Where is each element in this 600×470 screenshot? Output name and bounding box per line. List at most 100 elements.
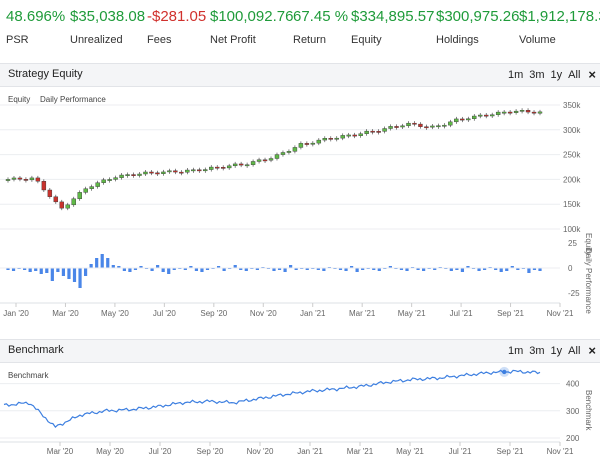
perf-bar: [477, 268, 481, 271]
candle: [418, 123, 423, 127]
perf-bar: [28, 268, 32, 272]
x-tick-label: Mar '21: [347, 447, 374, 456]
perf-bar: [133, 268, 138, 270]
stat-value: $35,038.08: [70, 8, 146, 25]
perf-bar: [72, 268, 77, 282]
perf-bar: [338, 268, 343, 270]
perf-bar: [122, 268, 126, 271]
perf-bar: [161, 268, 165, 272]
perf-bar: [283, 268, 287, 272]
candle: [286, 151, 292, 153]
close-icon[interactable]: ×: [588, 343, 596, 358]
candle: [203, 169, 208, 172]
candle: [412, 122, 417, 125]
candle: [489, 114, 495, 117]
stat-label: Return: [293, 34, 327, 46]
candle: [59, 201, 64, 209]
perf-bar: [205, 268, 210, 270]
candle: [334, 137, 339, 140]
stat-label: Volume: [519, 34, 556, 46]
candle: [47, 189, 53, 197]
perf-bar: [433, 268, 437, 270]
candle: [107, 179, 112, 181]
candle: [531, 111, 537, 114]
candle: [436, 125, 441, 128]
perf-bar: [111, 265, 115, 268]
candle: [340, 135, 345, 139]
candle: [23, 179, 29, 181]
candle: [430, 125, 435, 128]
perf-bar: [83, 268, 88, 276]
range-3m-button[interactable]: 3m: [529, 344, 545, 357]
candle: [149, 171, 154, 174]
range-all-button[interactable]: All: [568, 344, 581, 357]
x-tick-label: Nov '20: [250, 309, 277, 318]
perf-bar: [156, 265, 160, 268]
perf-bar: [272, 268, 276, 271]
range-1y-button[interactable]: 1y: [550, 68, 563, 81]
stat-fees: -$281.05 Fees: [147, 8, 206, 46]
candle: [262, 159, 268, 162]
stat-value: $300,975.26: [436, 8, 520, 25]
candle: [370, 130, 375, 133]
legend-benchmark[interactable]: Benchmark: [8, 371, 49, 380]
x-tick-label: Jan '20: [3, 309, 29, 318]
candle: [268, 158, 274, 161]
candle: [226, 165, 232, 169]
perf-bar: [239, 268, 243, 270]
candle: [352, 134, 357, 137]
candle: [167, 170, 172, 173]
candle: [191, 169, 196, 172]
candle: [71, 198, 76, 206]
panel-title: Strategy Equity: [8, 68, 83, 80]
x-tick-label: Mar '20: [47, 447, 74, 456]
range-1y-button[interactable]: 1y: [550, 344, 563, 357]
candle: [77, 192, 82, 200]
perf-bar: [399, 268, 404, 270]
perf-bar: [216, 266, 221, 268]
perf-bar: [349, 266, 354, 268]
x-tick-label: Jan '21: [300, 309, 326, 318]
perf-bar: [34, 268, 38, 271]
equity-tick-label: 150k: [563, 200, 581, 209]
perf-bar: [89, 264, 93, 268]
perf-bar: [117, 266, 121, 268]
candle: [101, 179, 106, 183]
candle: [466, 118, 471, 121]
perf-bar: [95, 258, 99, 268]
range-all-button[interactable]: All: [568, 68, 581, 81]
candle: [250, 161, 256, 165]
candle: [454, 118, 459, 123]
perf-bar: [39, 268, 43, 274]
perf-bar: [322, 268, 326, 271]
range-3m-button[interactable]: 3m: [529, 68, 545, 81]
candle: [244, 164, 250, 167]
perf-bar: [344, 268, 348, 271]
legend-daily-performance[interactable]: Daily Performance: [40, 95, 106, 104]
perf-bar: [50, 268, 54, 281]
perf-bar: [538, 268, 542, 271]
x-tick-label: Sep '20: [200, 309, 227, 318]
x-tick-label: Sep '20: [197, 447, 224, 456]
candle: [238, 163, 244, 166]
candle: [119, 174, 124, 178]
candle: [298, 143, 304, 148]
stat-label: Net Profit: [210, 34, 256, 46]
stat-label: Fees: [147, 34, 172, 46]
perf-bar: [499, 268, 503, 272]
candle: [41, 181, 47, 191]
range-1m-button[interactable]: 1m: [507, 344, 524, 357]
strategy-equity-header: Strategy Equity 1m 3m 1y All ×: [0, 63, 600, 87]
range-1m-button[interactable]: 1m: [507, 68, 524, 81]
perf-axis-label: Daily Performance: [584, 248, 593, 314]
stats-bar: 48.696% PSR $35,038.08 Unrealized -$281.…: [0, 0, 600, 58]
candle: [155, 172, 160, 175]
candle: [65, 204, 70, 209]
equity-axis-label: Equity: [584, 233, 593, 255]
candle: [322, 138, 328, 141]
candle: [513, 110, 519, 113]
legend-equity[interactable]: Equity: [8, 95, 30, 104]
close-icon[interactable]: ×: [588, 67, 596, 82]
stat-label: Unrealized: [70, 34, 123, 46]
candle: [388, 126, 393, 129]
